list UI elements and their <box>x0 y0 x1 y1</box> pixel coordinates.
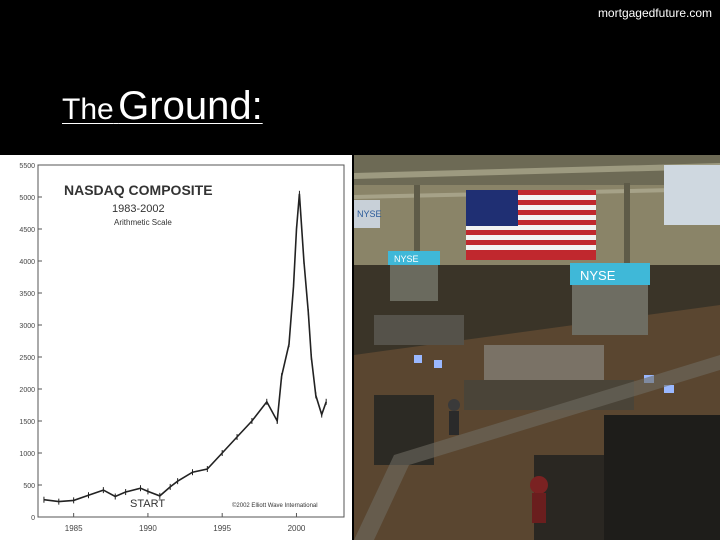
chart-subtitle: 1983-2002 <box>112 203 165 215</box>
booth-sign-main <box>570 263 650 285</box>
x-tick-label: 1990 <box>139 524 157 533</box>
nasdaq-series-line <box>43 193 327 503</box>
slide-title-large: Ground: <box>118 84 263 128</box>
booth-sign-nyse-2: NYSE <box>580 268 616 283</box>
wall-sign-nyse: NYSE <box>357 209 382 219</box>
y-tick-label: 5500 <box>19 163 35 170</box>
trading-floor-photo: NYSE NYSE NYSE <box>354 155 720 540</box>
trading-floor-illustration: NYSE NYSE NYSE <box>354 155 720 540</box>
wall-sign <box>664 165 720 225</box>
y-tick-label: 4000 <box>19 259 35 266</box>
y-tick-label: 5000 <box>19 195 35 202</box>
y-tick-label: 1000 <box>19 451 35 458</box>
chart-credit: ©2002 Elliott Wave International <box>232 502 318 509</box>
x-tick-label: 1995 <box>213 524 231 533</box>
site-url: mortgagedfuture.com <box>597 6 712 20</box>
x-tick-label: 1985 <box>65 524 83 533</box>
x-tick-label: 2000 <box>288 524 306 533</box>
booth-sign-nyse-1: NYSE <box>394 254 419 264</box>
y-tick-label: 2500 <box>19 355 35 362</box>
plot-frame <box>37 164 345 518</box>
slide-title-small: The <box>62 93 114 126</box>
booth-sign <box>388 251 440 265</box>
chart-svg: NASDAQ COMPOSITE 1983-2002 Arithmetic Sc… <box>19 163 345 533</box>
us-flag <box>466 190 596 260</box>
chart-title: NASDAQ COMPOSITE <box>64 182 213 198</box>
chart-marks: 0 500 1000 1500 2000 2500 3000 3500 4000 4500 5000… <box>19 163 327 533</box>
y-tick-label: 3500 <box>19 291 35 298</box>
y-tick-label: 1500 <box>19 419 35 426</box>
y-tick-label: 500 <box>23 483 35 490</box>
y-tick-label: 3000 <box>19 323 35 330</box>
start-annotation: START <box>130 498 165 510</box>
chart-scale-note: Arithmetic Scale <box>114 218 172 227</box>
y-tick-label: 0 <box>31 515 35 522</box>
nasdaq-chart: NASDAQ COMPOSITE 1983-2002 Arithmetic Sc… <box>0 155 352 540</box>
slide-title: The Ground: <box>62 84 263 129</box>
y-tick-label: 2000 <box>19 387 35 394</box>
y-tick-label: 4500 <box>19 227 35 234</box>
